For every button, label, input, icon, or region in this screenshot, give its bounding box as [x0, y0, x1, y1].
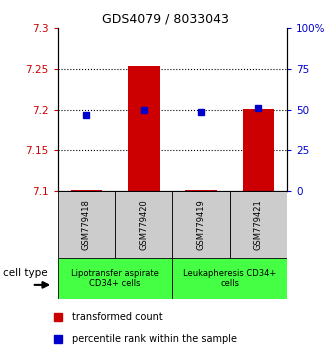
Bar: [58, 258, 172, 299]
Text: Leukapheresis CD34+
cells: Leukapheresis CD34+ cells: [183, 269, 277, 289]
Bar: [230, 191, 287, 258]
Text: GSM779421: GSM779421: [254, 199, 263, 250]
Bar: [115, 191, 172, 258]
Text: Lipotransfer aspirate
CD34+ cells: Lipotransfer aspirate CD34+ cells: [71, 269, 159, 289]
Bar: [185, 189, 217, 191]
Text: GSM779418: GSM779418: [82, 199, 91, 250]
Text: GSM779420: GSM779420: [139, 199, 148, 250]
Text: GSM779419: GSM779419: [197, 199, 206, 250]
Bar: [172, 258, 287, 299]
Bar: [71, 190, 102, 191]
Text: transformed count: transformed count: [72, 312, 163, 322]
Text: percentile rank within the sample: percentile rank within the sample: [72, 334, 237, 344]
Bar: [58, 191, 115, 258]
Bar: [172, 191, 230, 258]
Bar: [128, 66, 159, 191]
Bar: [243, 109, 274, 191]
Text: cell type: cell type: [3, 268, 48, 278]
Text: GDS4079 / 8033043: GDS4079 / 8033043: [102, 12, 228, 25]
